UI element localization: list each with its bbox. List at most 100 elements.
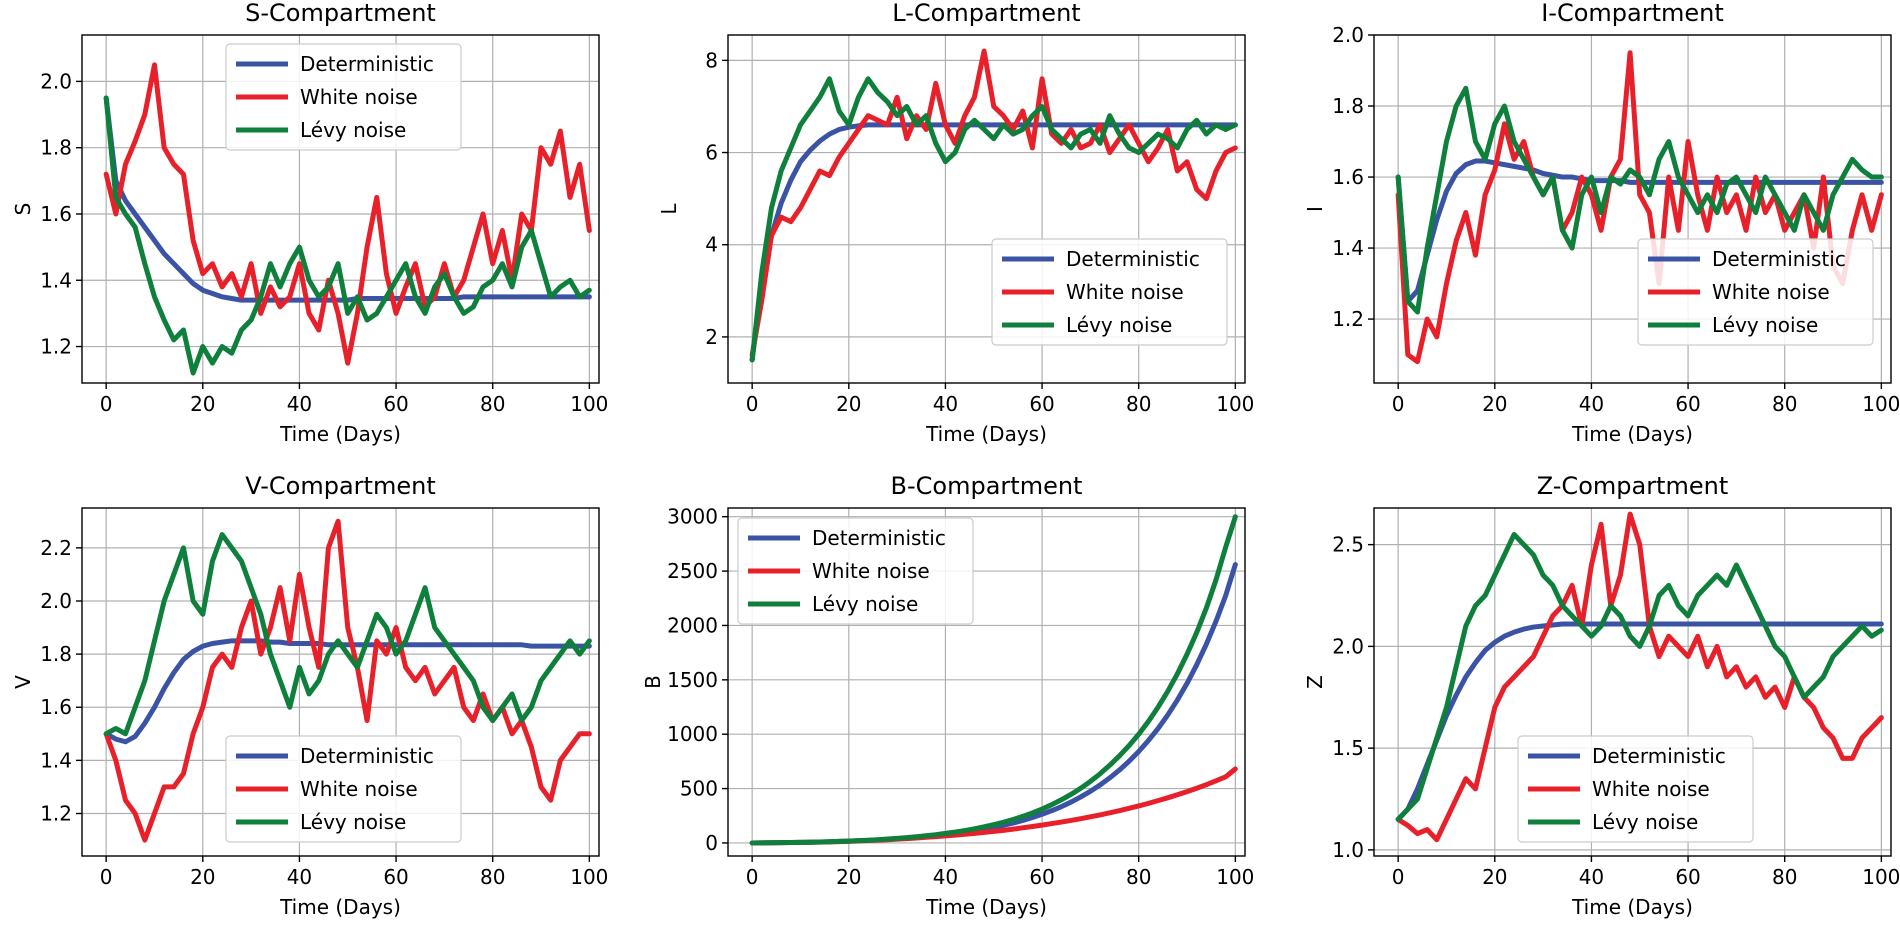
y-tick-label: 1.4 xyxy=(40,268,72,292)
y-tick-label: 3000 xyxy=(667,505,718,529)
y-tick-label: 1.2 xyxy=(40,802,72,826)
levy-noise-line xyxy=(103,532,592,737)
l-compartment-panel: 0 20 40 60 80 100 2 4 6 8 L-Compartment Time (Days)… xyxy=(657,0,1254,446)
x-tick-label: 40 xyxy=(1579,392,1604,416)
x-axis-label: Time (Days) xyxy=(1571,422,1693,446)
y-tick-label: 1.8 xyxy=(40,136,72,160)
x-tick-label: 0 xyxy=(746,865,759,889)
x-tick-label: 40 xyxy=(933,865,958,889)
x-axis-label: Time (Days) xyxy=(925,422,1047,446)
x-tick-label: 20 xyxy=(836,865,861,889)
series-group xyxy=(749,514,1238,846)
deterministic-line xyxy=(1395,621,1884,822)
x-tick-label: 80 xyxy=(480,392,505,416)
y-tick-label: 1500 xyxy=(667,668,718,692)
y-tick-label: 1.8 xyxy=(40,642,72,666)
x-tick-label: 40 xyxy=(933,392,958,416)
x-tick-label: 20 xyxy=(190,392,215,416)
x-tick-label: 0 xyxy=(100,865,113,889)
y-tick-label: 1.4 xyxy=(40,748,72,772)
series-group xyxy=(749,48,1238,363)
legend-box xyxy=(1637,238,1874,346)
panel-title: S-Compartment xyxy=(245,0,436,27)
y-tick-label: 1.2 xyxy=(1332,307,1364,331)
y-tick-label: 2.0 xyxy=(40,69,72,93)
x-axis-label: Time (Days) xyxy=(279,422,401,446)
y-tick-label: 2500 xyxy=(667,559,718,583)
levy-noise-line xyxy=(749,76,1238,363)
x-tick-label: 0 xyxy=(1392,865,1405,889)
x-axis-label: Time (Days) xyxy=(1571,895,1693,919)
b-compartment-panel: 0 20 40 60 80 100050010001500200025003000B-Co… xyxy=(641,472,1254,919)
v-compartment-panel: 0 20 40 60 80 100 1.2 1.4 1.6 1.8 2.0 2.2 V-Compartm… xyxy=(11,472,608,919)
axes-frame xyxy=(1373,34,1892,384)
legend-label: Deterministic xyxy=(1712,247,1846,271)
y-tick-label: 6 xyxy=(705,141,718,165)
y-tick-label: 2.0 xyxy=(1332,23,1364,47)
y-tick-label: 500 xyxy=(680,777,718,801)
y-tick-label: 0 xyxy=(705,831,718,855)
y-axis-label: Z xyxy=(1303,675,1327,689)
series-group xyxy=(1395,511,1884,843)
y-tick-label: 4 xyxy=(705,233,718,257)
axes-frame xyxy=(727,507,1246,857)
axes-frame xyxy=(1373,507,1892,857)
series-group xyxy=(103,518,592,843)
x-tick-label: 100 xyxy=(1862,392,1900,416)
legend: Deterministic White noise Lévy noise xyxy=(225,43,462,151)
x-tick-label: 60 xyxy=(383,865,408,889)
x-tick-label: 60 xyxy=(1675,865,1700,889)
deterministic-line xyxy=(103,95,592,303)
x-tick-label: 60 xyxy=(1675,392,1700,416)
i-compartment-panel: 0 20 40 60 80 100 1.2 1.4 1.6 1.8 2.0 I-Compartment… xyxy=(1303,0,1900,446)
legend-box xyxy=(991,238,1228,346)
y-tick-label: 1.6 xyxy=(1332,165,1364,189)
white-noise-line xyxy=(749,48,1238,358)
legend-label: White noise xyxy=(1712,280,1830,304)
levy-noise-line xyxy=(1395,85,1884,315)
legend-label: Deterministic xyxy=(1066,247,1200,271)
x-tick-label: 20 xyxy=(1482,392,1507,416)
z-compartment-panel: 0 20 40 60 80 100 1.0 1.5 2.0 2.5 Z-Compartment Tim… xyxy=(1303,472,1900,919)
legend: Deterministic White noise Lévy noise xyxy=(991,238,1228,346)
y-tick-label: 2.0 xyxy=(1332,634,1364,658)
panel-title: L-Compartment xyxy=(892,0,1080,27)
y-axis-label: I xyxy=(1303,206,1327,212)
legend-label: White noise xyxy=(300,85,418,109)
panel-title: B-Compartment xyxy=(891,472,1083,500)
x-tick-label: 100 xyxy=(1216,865,1254,889)
deterministic-line xyxy=(103,638,592,745)
legend-label: Lévy noise xyxy=(1592,810,1698,834)
y-tick-label: 1.8 xyxy=(1332,94,1364,118)
y-axis-label: S xyxy=(11,203,35,216)
y-axis-label: B xyxy=(641,675,665,689)
legend-label: Deterministic xyxy=(300,744,434,768)
x-tick-label: 40 xyxy=(1579,865,1604,889)
legend-label: Lévy noise xyxy=(1712,313,1818,337)
legend-box xyxy=(225,735,462,843)
x-tick-label: 0 xyxy=(1392,392,1405,416)
x-tick-label: 100 xyxy=(1862,865,1900,889)
legend-label: White noise xyxy=(1066,280,1184,304)
x-tick-label: 80 xyxy=(1126,865,1151,889)
x-tick-label: 40 xyxy=(287,865,312,889)
x-axis-label: Time (Days) xyxy=(279,895,401,919)
axes-frame xyxy=(81,507,600,857)
y-axis-label: L xyxy=(657,203,681,215)
series-group xyxy=(103,62,592,376)
y-tick-label: 1.6 xyxy=(40,695,72,719)
x-tick-label: 100 xyxy=(570,865,608,889)
y-tick-label: 2000 xyxy=(667,613,718,637)
legend-label: White noise xyxy=(812,559,930,583)
x-tick-label: 60 xyxy=(1029,865,1054,889)
deterministic-line xyxy=(749,122,1238,363)
legend-label: Deterministic xyxy=(812,526,946,550)
legend-label: Deterministic xyxy=(1592,744,1726,768)
x-tick-label: 80 xyxy=(480,865,505,889)
y-tick-label: 1000 xyxy=(667,722,718,746)
x-tick-label: 100 xyxy=(1216,392,1254,416)
x-tick-label: 20 xyxy=(836,392,861,416)
y-tick-label: 2.2 xyxy=(40,536,72,560)
x-tick-label: 100 xyxy=(570,392,608,416)
